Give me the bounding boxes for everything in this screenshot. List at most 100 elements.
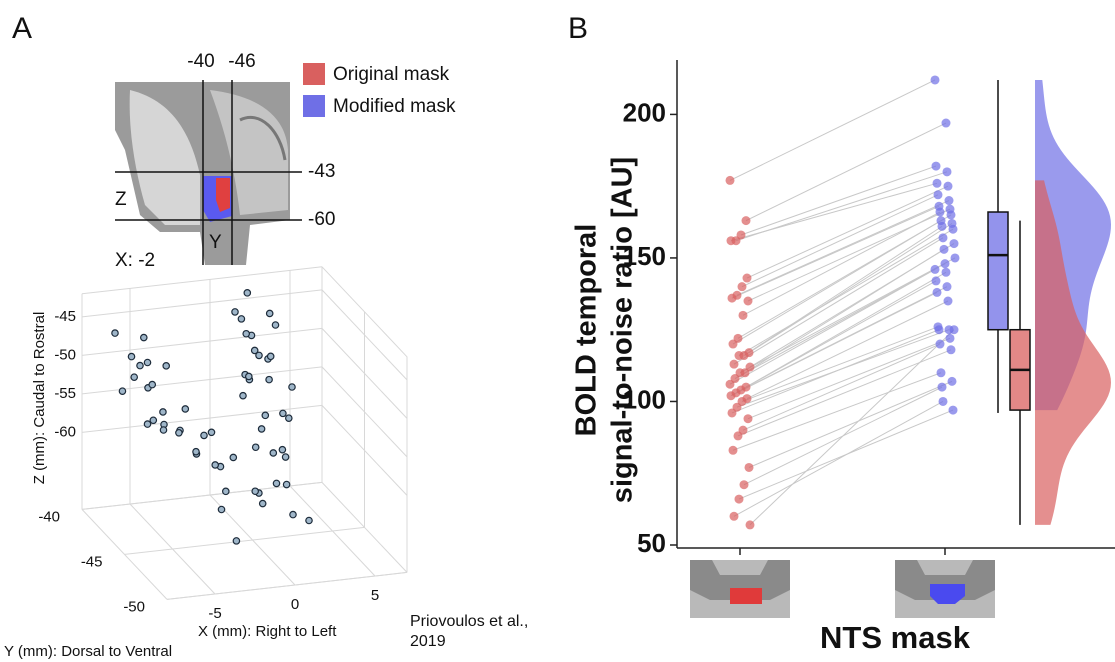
- point: [733, 431, 743, 441]
- slice-tick: -46: [228, 51, 255, 72]
- grid-line: [166, 571, 408, 600]
- point: [948, 405, 958, 415]
- point: [940, 259, 950, 269]
- x-tick-label: -5: [208, 605, 221, 622]
- x-axis-title: X (mm): Right to Left: [198, 623, 337, 640]
- point: [217, 505, 226, 514]
- mask-thumbnail: [690, 560, 790, 618]
- z-tick-label: -50: [54, 346, 76, 363]
- x-tick-label: 5: [371, 587, 379, 604]
- point: [251, 487, 260, 496]
- pair-line: [737, 349, 952, 437]
- point: [943, 181, 953, 191]
- point: [159, 408, 167, 416]
- point: [255, 351, 263, 360]
- point: [231, 308, 239, 316]
- pair-line: [731, 329, 940, 414]
- point: [942, 167, 952, 177]
- slice-axis-label: Y: [209, 232, 222, 253]
- point: [947, 376, 957, 386]
- point: [725, 379, 735, 389]
- citation: Priovoulos et al., 2019: [410, 613, 529, 650]
- x-axis-title: NTS mask: [820, 620, 971, 655]
- point: [726, 236, 736, 246]
- y-tick-label: -45: [81, 553, 103, 570]
- point: [744, 462, 754, 472]
- point: [127, 352, 136, 361]
- point: [136, 361, 144, 370]
- pair-line: [746, 185, 949, 279]
- point: [942, 282, 952, 292]
- z-axis-title: Z (mm): Caudal to Rostral: [31, 312, 48, 485]
- z-tick-label: -60: [54, 423, 76, 440]
- point: [739, 480, 749, 490]
- point: [930, 75, 940, 85]
- y-tick-label: 50: [637, 528, 666, 558]
- pair-line: [731, 205, 940, 299]
- point: [279, 409, 287, 418]
- point: [734, 351, 744, 361]
- pair-line: [730, 291, 938, 397]
- pair-line: [741, 326, 939, 402]
- point: [938, 396, 948, 406]
- point: [261, 411, 270, 420]
- slice-tick: -43: [308, 161, 335, 182]
- grid-line: [81, 481, 323, 510]
- slice-tick: -60: [308, 209, 335, 230]
- grid-line: [81, 327, 323, 356]
- y-tick-label: 150: [623, 241, 666, 271]
- pair-line: [745, 122, 947, 222]
- point: [734, 494, 744, 504]
- point: [932, 287, 942, 297]
- pair-line: [732, 372, 942, 451]
- point: [931, 276, 941, 286]
- point: [207, 428, 216, 437]
- point: [242, 329, 251, 338]
- box-edge: [81, 266, 323, 295]
- point: [149, 416, 158, 425]
- pair-line: [733, 237, 944, 365]
- x-tick-label: 0: [291, 596, 299, 613]
- point: [935, 207, 945, 217]
- y-tick-label: -50: [123, 598, 145, 615]
- point: [265, 375, 273, 384]
- point: [725, 175, 735, 185]
- pair-line: [730, 182, 938, 242]
- pair-line: [742, 211, 941, 316]
- point: [281, 453, 290, 461]
- point: [945, 333, 955, 343]
- point: [258, 499, 267, 508]
- point: [245, 372, 253, 381]
- pair-line: [729, 268, 936, 385]
- point: [941, 118, 951, 128]
- legend-label: Original mask: [333, 64, 450, 85]
- point: [743, 296, 753, 306]
- grid-line: [321, 405, 408, 496]
- point: [937, 382, 947, 392]
- point: [936, 368, 946, 378]
- point: [729, 511, 739, 521]
- point: [278, 445, 287, 454]
- point: [728, 445, 738, 455]
- pair-line: [740, 165, 937, 236]
- point: [130, 373, 139, 381]
- point: [284, 414, 293, 422]
- pair-line: [733, 401, 944, 517]
- y-axis-title: Y (mm): Dorsal to Ventral: [4, 643, 172, 660]
- point: [946, 210, 956, 220]
- point: [939, 244, 949, 254]
- point: [741, 216, 751, 226]
- point: [727, 293, 737, 303]
- point: [250, 346, 259, 355]
- violin: [1035, 180, 1111, 525]
- pair-line: [738, 228, 954, 356]
- pair-line: [742, 343, 941, 431]
- point: [237, 315, 246, 323]
- grid-line: [321, 366, 408, 458]
- point: [937, 221, 947, 231]
- pair-line: [729, 79, 936, 181]
- point: [239, 391, 247, 400]
- point: [738, 310, 748, 320]
- pair-line: [749, 329, 955, 526]
- point: [175, 428, 183, 437]
